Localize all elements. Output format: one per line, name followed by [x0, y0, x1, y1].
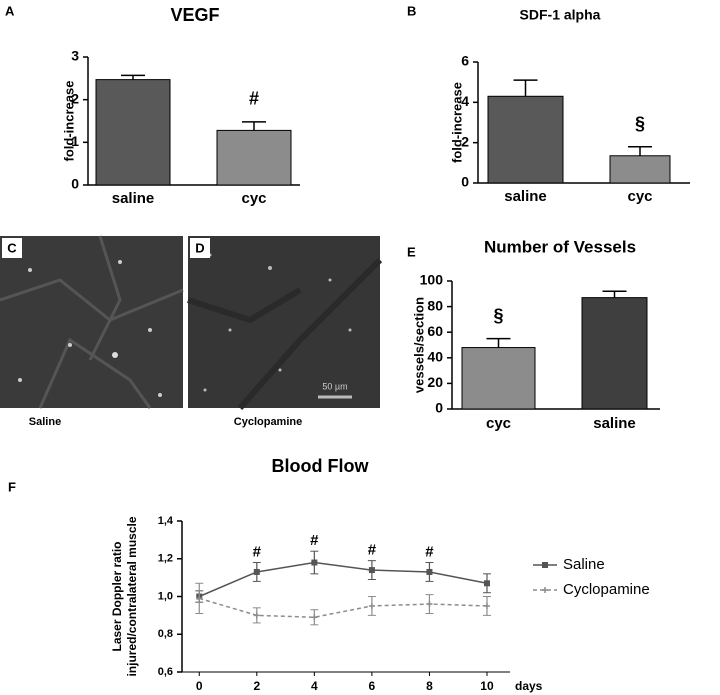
significance-mark: § — [493, 305, 503, 325]
bar — [609, 155, 671, 184]
x-tick-label: 8 — [426, 679, 433, 693]
panel-label: D — [195, 240, 204, 255]
bar — [487, 95, 564, 184]
y-axis-label: injured/contralateral muscle — [125, 516, 139, 676]
y-tick-label: 1,2 — [158, 553, 173, 565]
chart-title: Number of Vessels — [484, 237, 636, 256]
bar — [216, 129, 292, 186]
y-tick-label: 0,8 — [158, 628, 173, 640]
y-tick-label: 100 — [420, 272, 444, 288]
x-tick-label: saline — [593, 415, 636, 432]
point — [426, 601, 433, 608]
y-tick-label: 0,6 — [158, 666, 173, 678]
y-tick-label: 20 — [427, 374, 443, 390]
chart-title: VEGF — [170, 5, 219, 25]
x-tick-label: cyc — [627, 188, 652, 205]
x-tick-label: 6 — [369, 679, 376, 693]
y-tick-label: 3 — [71, 48, 79, 64]
point — [311, 559, 318, 566]
point — [426, 568, 433, 575]
legend-label: Cyclopamine — [563, 581, 650, 598]
x-tick-label: saline — [112, 190, 155, 207]
chart-title: SDF-1 alpha — [520, 7, 601, 23]
y-tick-label: 1,4 — [158, 515, 174, 527]
x-axis-label: days — [515, 679, 543, 693]
series-line — [198, 561, 488, 598]
y-axis-label: fold-increase — [61, 81, 76, 162]
point — [311, 614, 318, 621]
x-tick-label: saline — [504, 188, 547, 205]
bar — [461, 347, 536, 410]
x-tick-label: 4 — [311, 679, 318, 693]
x-tick-label: 0 — [196, 679, 203, 693]
point — [196, 595, 203, 602]
micrograph-c — [0, 235, 184, 409]
significance-mark: # — [368, 542, 377, 559]
legend-marker — [542, 562, 548, 568]
image-caption: Cyclopamine — [234, 416, 302, 428]
y-tick-label: 80 — [427, 297, 443, 313]
significance-mark: # — [310, 532, 319, 549]
bar — [581, 297, 648, 410]
y-tick-label: 0 — [461, 174, 469, 190]
y-axis-label: fold-increase — [449, 82, 464, 163]
x-tick-label: 2 — [253, 679, 260, 693]
y-axis-label: vessels/section — [411, 297, 426, 393]
point — [483, 580, 490, 587]
point — [253, 612, 260, 619]
y-tick-label: 0 — [435, 400, 443, 416]
point — [483, 602, 490, 609]
y-tick-label: 4 — [461, 93, 469, 109]
y-tick-label: 1 — [71, 133, 79, 149]
y-axis-label: Laser Doppler ratio — [110, 541, 124, 651]
legend-label: Saline — [563, 556, 605, 573]
y-tick-label: 60 — [427, 323, 443, 339]
panel-label: F — [8, 479, 16, 494]
significance-mark: # — [249, 89, 259, 109]
y-tick-label: 1,0 — [158, 590, 173, 602]
legend-marker — [542, 587, 548, 593]
y-tick-label: 0 — [71, 176, 79, 192]
panel-label: A — [5, 3, 15, 18]
image-caption: Saline — [29, 416, 61, 428]
x-tick-label: 10 — [480, 679, 494, 693]
significance-mark: # — [425, 543, 434, 560]
chart-title: Blood Flow — [272, 456, 370, 476]
scale-bar-label: 50 µm — [322, 381, 347, 391]
series-line — [199, 597, 488, 619]
point — [253, 568, 260, 575]
y-tick-label: 40 — [427, 349, 443, 365]
significance-mark: # — [253, 543, 262, 560]
y-tick-label: 6 — [461, 53, 469, 69]
point — [368, 567, 375, 574]
y-tick-label: 2 — [71, 90, 79, 106]
bar — [95, 79, 171, 186]
micrograph-d — [187, 236, 383, 410]
y-tick-label: 2 — [461, 133, 469, 149]
point — [368, 602, 375, 609]
x-tick-label: cyc — [486, 415, 511, 432]
panel-label: B — [407, 3, 416, 18]
panel-label: C — [7, 240, 17, 255]
panel-label: E — [407, 244, 416, 259]
significance-mark: § — [635, 113, 645, 133]
x-tick-label: cyc — [241, 190, 266, 207]
